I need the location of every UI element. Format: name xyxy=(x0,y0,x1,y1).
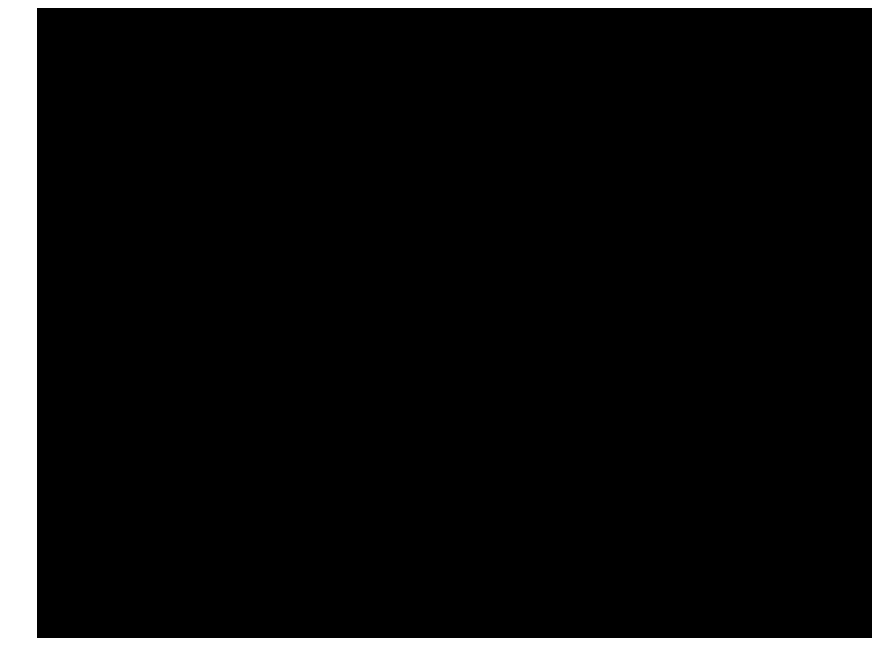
word-cloud xyxy=(37,8,872,638)
